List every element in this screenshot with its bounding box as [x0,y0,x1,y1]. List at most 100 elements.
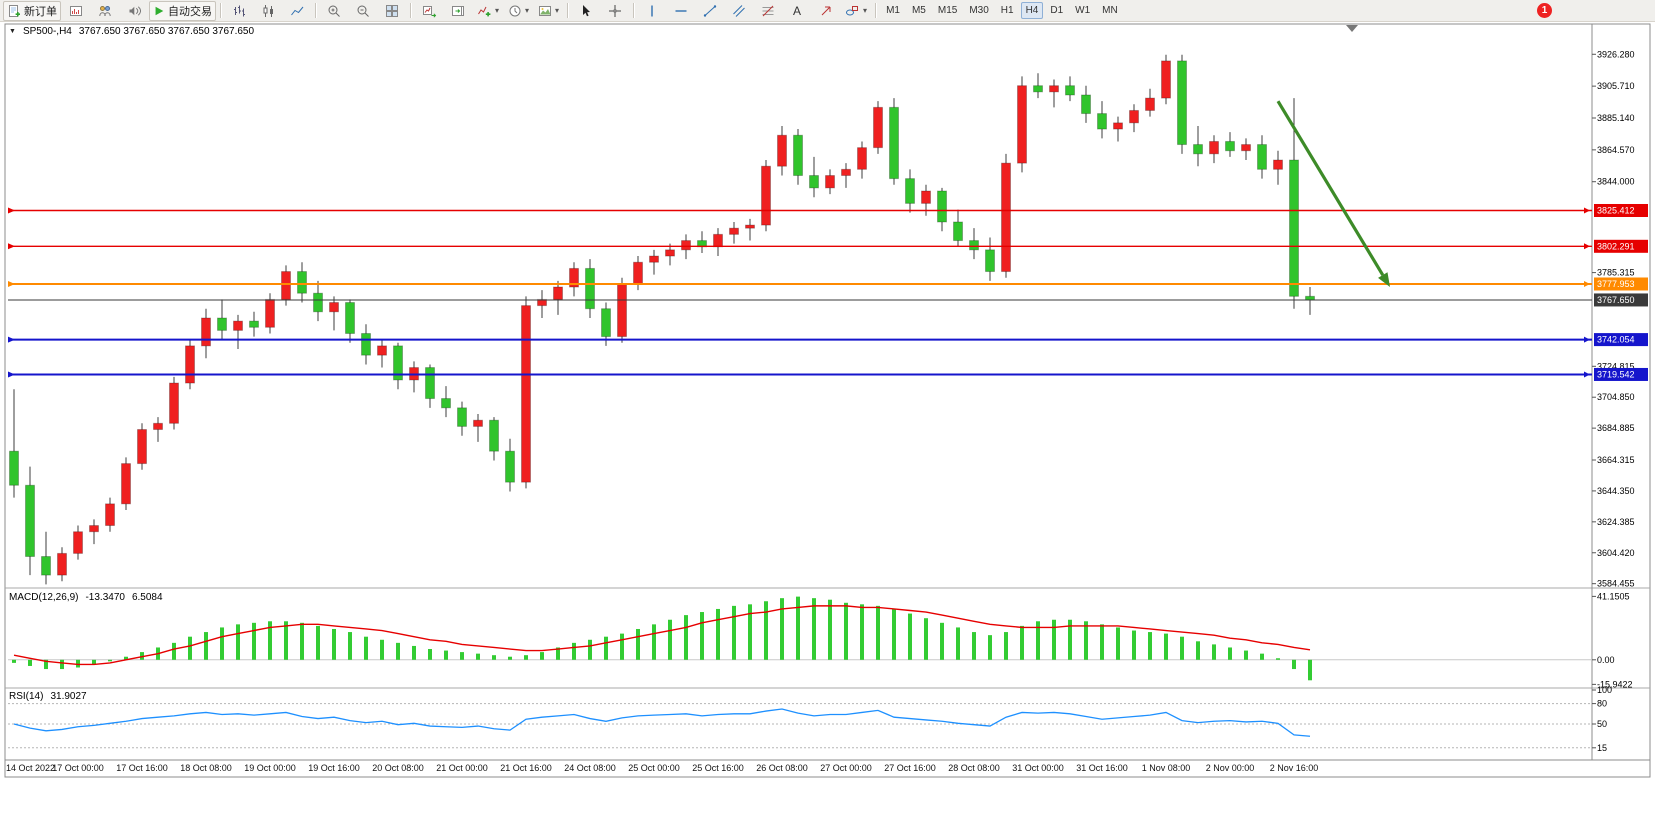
tile-windows-icon [386,4,398,17]
price-tick-label: 3684.885 [1597,423,1635,433]
line-left-arrow-icon [8,336,15,343]
candle-body [425,367,435,400]
trend-arrow-head[interactable] [1378,272,1390,288]
candle-body [601,308,611,338]
zoom-in-button[interactable] [320,0,348,22]
chart-window-border [4,23,1651,778]
equidistant-channel-button[interactable] [725,0,753,22]
candle-body [569,267,579,288]
timeframe-button-d1[interactable]: D1 [1045,2,1068,19]
time-label: 27 Oct 00:00 [820,763,872,773]
templates-icon [539,5,552,16]
profiles-button[interactable] [91,0,119,22]
candle-body [41,556,51,576]
candlestick-chart-icon [263,4,273,17]
alerts-icon [129,5,141,16]
chart-symbol-title: SP500-,H4 [22,26,72,37]
time-label: 28 Oct 08:00 [948,763,1000,773]
trend-arrow-line[interactable] [1276,100,1385,276]
zoom-out-button[interactable] [349,0,377,22]
crosshair-button[interactable] [601,0,629,22]
macd-tick-label: 41.1505 [1597,591,1630,601]
candle-body [121,463,131,505]
line-right-arrow-icon [1584,371,1590,378]
candle-body [233,320,243,331]
candle-body [185,345,195,384]
horizontal-line-icon [675,9,687,12]
candle-body [1001,162,1011,273]
text-tool-icon: A [793,4,801,18]
periods-button[interactable]: ▾ [504,0,533,22]
candle-body [329,302,339,313]
arrows-tool-button[interactable] [812,0,840,22]
candle-body [809,175,819,189]
text-tool-button[interactable]: A [783,0,811,22]
vertical-line-button[interactable] [638,0,666,22]
timeframe-button-m30[interactable]: M30 [964,2,993,19]
timeframe-button-m15[interactable]: M15 [933,2,962,19]
charts-window-button[interactable] [62,0,90,22]
auto-scroll-button[interactable] [415,0,443,22]
fibonacci-button[interactable] [754,0,782,22]
candle-body [89,525,99,533]
macd-tick-label: -15.9422 [1597,679,1633,689]
collapse-icon[interactable]: ▼ [9,28,16,35]
notification-badge[interactable]: 1 [1537,3,1552,18]
vertical-line-icon [651,5,653,16]
timeframe-button-h4[interactable]: H4 [1020,2,1044,19]
timeframe-button-m5[interactable]: M5 [907,2,931,19]
timeframe-button-mn[interactable]: MN [1097,2,1123,19]
candle-body [681,240,691,251]
chart-shift-marker[interactable] [1346,25,1358,32]
toolbar-separator [315,3,316,18]
candle-body [1049,85,1059,93]
rsi-line [13,708,1311,737]
trendline-icon [703,4,717,17]
autotrading-button[interactable]: 自动交易 [149,0,216,21]
price-tick-label: 3926.280 [1597,49,1635,59]
price-line-badge [1594,277,1648,291]
bar-chart-button[interactable] [225,0,253,22]
price-tick-label: 3724.815 [1597,361,1635,371]
equidistant-channel-icon [733,4,745,17]
shapes-button[interactable]: ▾ [841,0,871,22]
fibonacci-icon [762,5,774,16]
candle-body [1161,60,1171,99]
candle-body [281,271,291,300]
timeframe-button-w1[interactable]: W1 [1070,2,1095,19]
new-order-button[interactable]: 新订单 [3,0,61,21]
text-tool-label: A [793,4,801,18]
line-chart-button[interactable] [283,0,311,22]
horizontal-line-button[interactable] [667,0,695,22]
add-indicator-button[interactable]: ▾ [473,0,503,22]
candle-body [889,106,899,180]
candle-body [1257,144,1267,170]
candle-body [1065,85,1075,96]
macd-title: MACD(12,26,9) [9,592,79,603]
current-price-badge [1594,293,1648,307]
cursor-button[interactable] [572,0,600,22]
candle-body [505,450,515,483]
tile-windows-button[interactable] [378,0,406,22]
price-tick-label: 3864.570 [1597,145,1635,155]
line-chart-icon [291,6,304,15]
timeframe-button-h1[interactable]: H1 [996,2,1019,19]
macd-main-value: -13.3470 [85,592,125,603]
alerts-button[interactable] [120,0,148,22]
rsi-title: RSI(14) [9,691,44,702]
candle-body [1033,85,1043,93]
candle-body [457,407,467,427]
time-label: 18 Oct 08:00 [180,763,232,773]
templates-button[interactable]: ▾ [534,0,563,22]
candle-body [105,503,115,527]
candlestick-chart-button[interactable] [254,0,282,22]
candle-body [633,261,643,285]
candle-body [1209,140,1219,155]
price-tick-label: 3785.315 [1597,268,1635,278]
chart-area[interactable]: 3926.280 3905.710 3885.140 3864.570 3844.000… [0,22,1655,821]
timeframe-button-m1[interactable]: M1 [881,2,905,19]
candle-body [553,286,563,300]
trendline-button[interactable] [696,0,724,22]
price-tick-label: 3604.420 [1597,548,1635,558]
chart-shift-button[interactable] [444,0,472,22]
